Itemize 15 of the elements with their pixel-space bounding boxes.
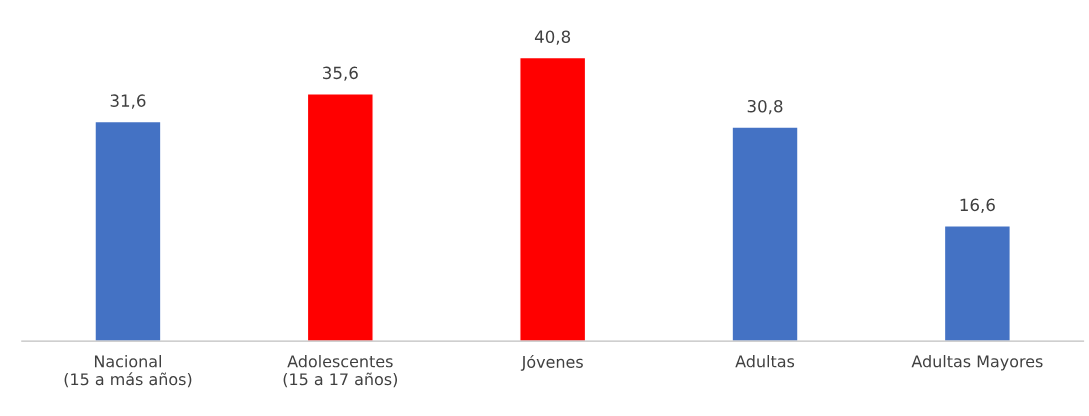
data-label: 16,6 — [960, 198, 995, 213]
bar — [519, 56, 587, 342]
x-tick-label: Adultas — [735, 355, 795, 368]
x-tick-label: Adultas Mayores — [911, 355, 1043, 371]
bar — [943, 225, 1011, 342]
data-label: 30,8 — [747, 99, 783, 115]
x-tick-label: Jóvenes — [520, 354, 583, 371]
bar — [94, 120, 162, 342]
bar — [306, 93, 374, 342]
data-label: 35,6 — [323, 66, 358, 81]
data-label: 40,8 — [534, 30, 571, 45]
bar — [731, 126, 799, 342]
x-tick-label: Adolescentes (15 a 17 años) — [283, 355, 398, 388]
x-tick-label: Nacional (15 a más años) — [64, 355, 192, 388]
data-label: 31,6 — [110, 94, 146, 109]
